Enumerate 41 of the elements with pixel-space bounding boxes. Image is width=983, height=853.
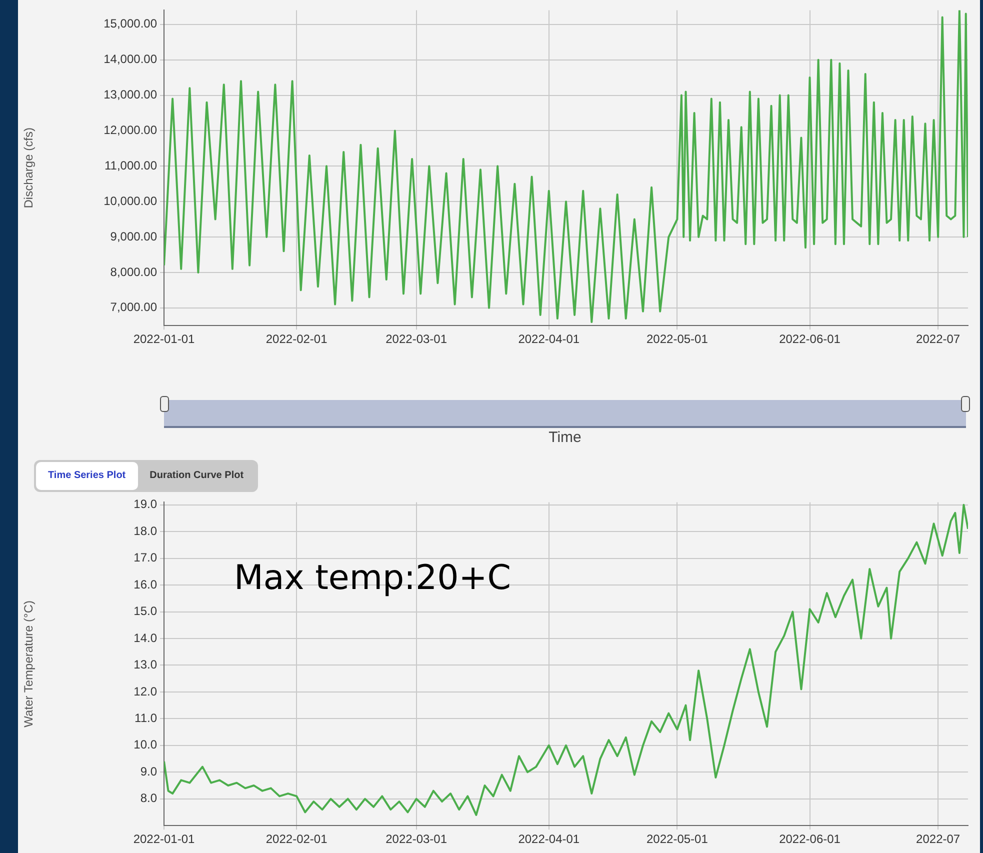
y-tick-label: 16.0 bbox=[134, 577, 158, 592]
x-tick-label: 2022-03-01 bbox=[386, 332, 448, 346]
y-tick-label: 12,000.00 bbox=[104, 123, 158, 137]
x-tick-label: 2022-02-01 bbox=[266, 832, 328, 846]
y-tick-label: 11.0 bbox=[134, 711, 158, 726]
x-tick-label: 2022-07 bbox=[916, 832, 960, 846]
text: Duration Curve Plot bbox=[148, 469, 245, 483]
y-tick-label: 17.0 bbox=[134, 550, 158, 565]
x-tick-label: 2022-05-01 bbox=[646, 332, 708, 346]
y-tick-label: 15,000.00 bbox=[104, 16, 158, 31]
x-tick-label: 2022-01-01 bbox=[133, 832, 196, 846]
y-tick-label: 13,000.00 bbox=[104, 88, 158, 102]
y-axis-title: Discharge (cfs) bbox=[22, 128, 36, 208]
y-tick-label: 14.0 bbox=[134, 630, 158, 645]
x-tick-label: 2022-02-01 bbox=[266, 332, 328, 346]
x-tick-label: 2022-01-01 bbox=[133, 332, 196, 346]
y-tick-label: 15.0 bbox=[134, 604, 158, 618]
x-tick-label: 2022-05-01 bbox=[646, 832, 708, 846]
x-tick-label: 2022-07 bbox=[916, 332, 960, 346]
y-tick-label: 14,000.00 bbox=[104, 52, 158, 66]
y-tick-label: 7,000.00 bbox=[110, 300, 158, 314]
text: Time Series Plot bbox=[36, 462, 138, 490]
y-tick-label: 13.0 bbox=[134, 658, 158, 672]
x-tick-label: 2022-06-01 bbox=[779, 332, 841, 346]
x-tick-label: 2022-03-01 bbox=[386, 832, 448, 846]
y-tick-label: 10,000.00 bbox=[104, 194, 158, 208]
y-axis-title: Water Temperature (°C) bbox=[22, 600, 36, 728]
x-tick-label: 2022-06-01 bbox=[779, 832, 841, 846]
y-tick-label: 12.0 bbox=[134, 684, 158, 698]
x-tick-label: 2022-04-01 bbox=[518, 832, 580, 846]
y-tick-label: 9,000.00 bbox=[110, 229, 158, 244]
annotation: Max temp:20+C bbox=[234, 558, 511, 598]
x-axis-title: Time bbox=[548, 429, 582, 446]
y-tick-label: 18.0 bbox=[134, 524, 158, 538]
y-tick-label: 9.0 bbox=[140, 764, 158, 778]
y-tick-label: 10.0 bbox=[134, 738, 158, 752]
y-tick-label: 11,000.00 bbox=[104, 158, 158, 172]
y-tick-label: 8,000.00 bbox=[110, 264, 158, 279]
y-tick-label: 19.0 bbox=[134, 497, 158, 512]
y-tick-label: 8.0 bbox=[140, 791, 158, 806]
x-tick-label: 2022-04-01 bbox=[518, 332, 580, 346]
